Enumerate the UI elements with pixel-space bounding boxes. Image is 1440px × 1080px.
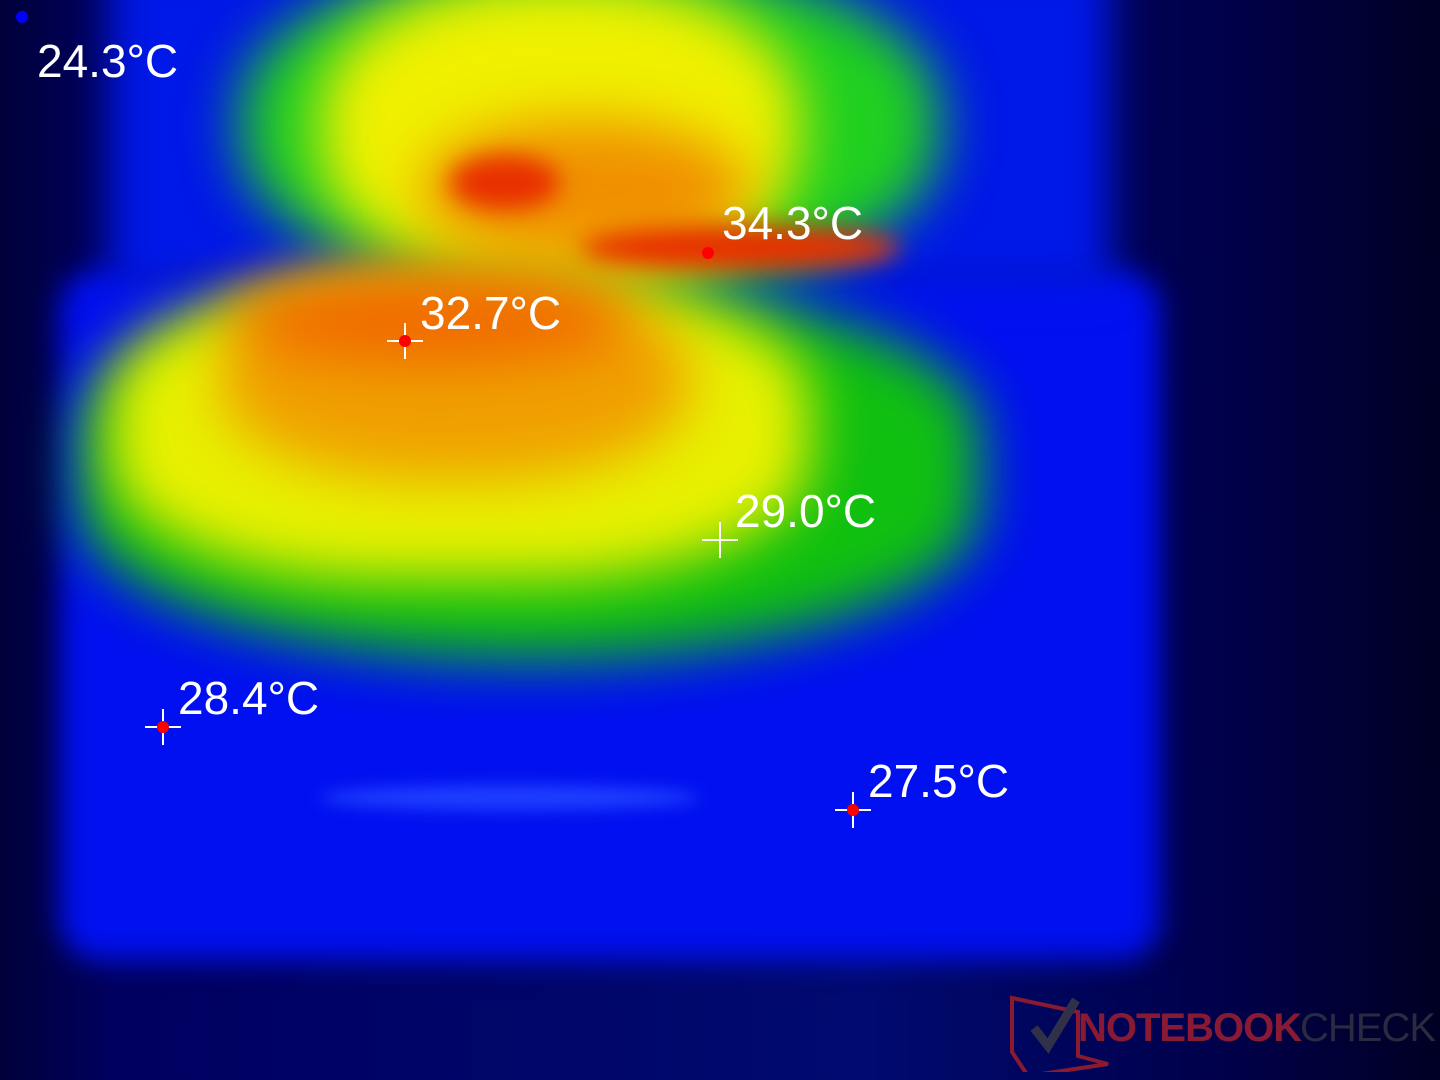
temperature-label: 27.5°C xyxy=(868,755,1010,807)
temperature-label: 29.0°C xyxy=(735,485,877,537)
crosshair-marker xyxy=(702,522,738,558)
marker-dot xyxy=(702,247,714,259)
crosshair-marker xyxy=(835,792,871,828)
temperature-label: 34.3°C xyxy=(722,197,864,249)
temperature-label: 28.4°C xyxy=(178,672,320,724)
notebookcheck-watermark: NOTEBOOK CHECK xyxy=(1008,992,1436,1079)
watermark-text-check: CHECK xyxy=(1300,1006,1436,1050)
watermark-text-notebook: NOTEBOOK xyxy=(1078,1006,1302,1050)
crosshair-marker xyxy=(387,323,423,359)
marker-dot xyxy=(16,11,28,23)
crosshair-marker xyxy=(145,709,181,745)
temperature-label: 24.3°C xyxy=(37,35,179,87)
temperature-label: 32.7°C xyxy=(420,287,562,339)
laptop-check-logo-icon xyxy=(1010,995,1109,1079)
